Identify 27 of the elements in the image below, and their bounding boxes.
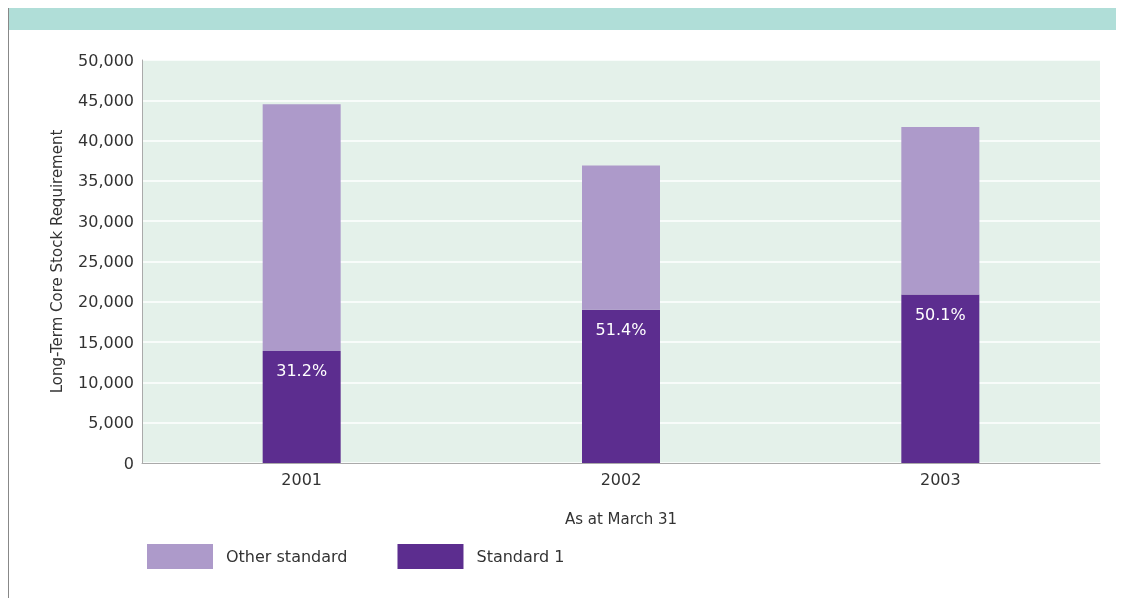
y-tick-label: 20,000 [78, 292, 134, 312]
y-tick-label: 0 [123, 453, 134, 473]
bar [901, 126, 980, 295]
annotation: 51.4% [595, 320, 647, 340]
y-tick-label: 5,000 [88, 413, 134, 433]
bar [582, 309, 660, 463]
bar [262, 104, 341, 351]
x-tick-label: 2001 [281, 469, 323, 489]
x-tick-label: 2003 [919, 469, 961, 489]
bar [901, 294, 980, 463]
y-axis-title: Long-Term Core Stock Requirement [47, 129, 66, 394]
x-tick-label: 2002 [600, 469, 642, 489]
y-tick-label: 35,000 [78, 171, 134, 191]
y-tick-label: 25,000 [78, 252, 134, 271]
legend-label: Other standard [226, 547, 348, 566]
annotation: 50.1% [914, 305, 966, 325]
x-axis-title: As at March 31 [564, 509, 678, 528]
y-tick-label: 45,000 [78, 90, 134, 110]
annotation: 31.2% [276, 361, 328, 381]
bar [582, 165, 660, 310]
y-tick-label: 30,000 [78, 211, 134, 231]
y-tick-label: 15,000 [78, 332, 134, 352]
y-tick-label: 40,000 [78, 131, 134, 151]
legend-label: Standard 1 [476, 547, 565, 566]
bar [262, 350, 341, 463]
y-tick-label: 10,000 [78, 372, 134, 392]
y-tick-label: 50,000 [78, 50, 134, 70]
